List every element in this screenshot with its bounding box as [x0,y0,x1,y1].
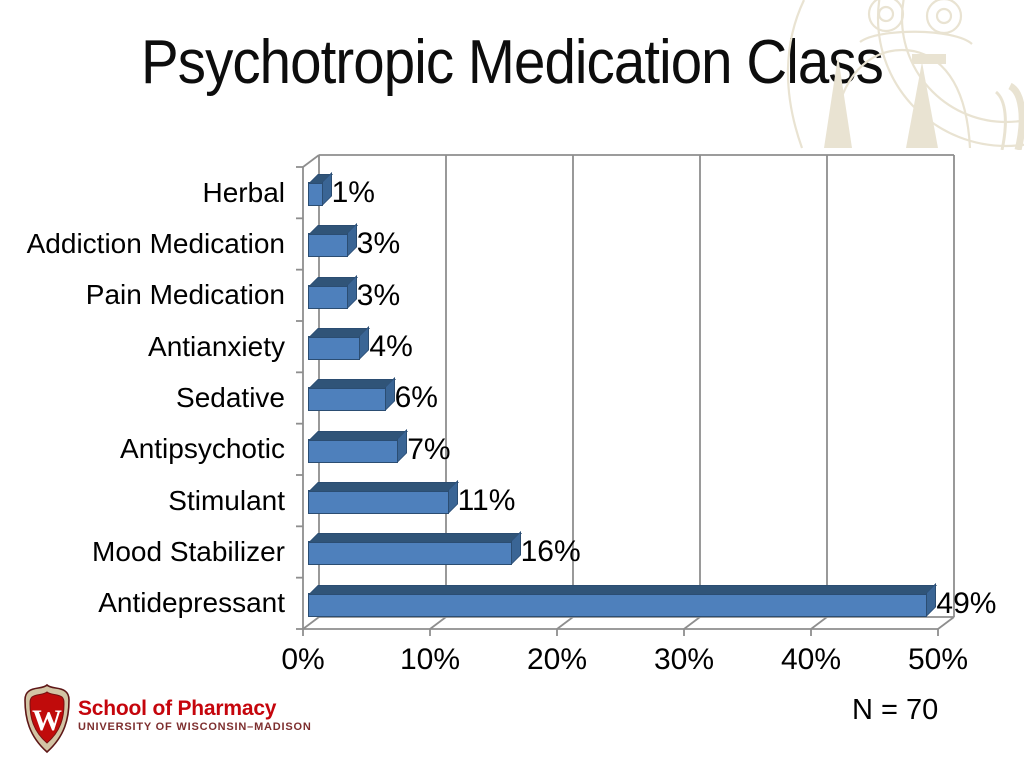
bar [308,336,361,360]
category-label: Antidepressant [98,587,285,619]
logo-university-name: UNIVERSITY OF WISCONSIN–MADISON [78,721,312,733]
logo-school-name: School of Pharmacy [78,697,277,720]
bar [308,233,348,258]
bar [308,592,928,617]
x-axis-tick-label: 20% [526,643,588,676]
school-of-pharmacy-logo: W School of Pharmacy UNIVERSITY OF WISCO… [24,684,312,754]
bar [308,490,449,514]
value-label: 4% [369,330,413,363]
crest-letter: W [32,704,62,737]
sample-size-note: N = 70 [852,694,939,726]
uw-crest-icon: W [24,684,70,754]
value-label: 3% [356,278,401,312]
value-label: 11% [457,484,516,517]
bar [308,387,386,412]
x-axis-tick-label: 10% [399,643,461,676]
logo-text: School of Pharmacy UNIVERSITY OF WISCONS… [78,684,312,734]
value-label: 6% [394,381,438,415]
bar [308,541,512,566]
value-label: 49% [936,586,997,620]
bar [308,438,399,463]
x-axis-tick-label: 50% [907,643,969,676]
value-label: 1% [331,176,375,209]
bar [308,284,348,309]
category-label: Addiction Medication [26,228,285,259]
category-label: Mood Stabilizer [92,536,285,567]
category-label: Antianxiety [148,330,285,362]
value-label: 16% [520,535,581,569]
value-label: 7% [407,432,451,466]
x-axis-tick-label: 0% [281,643,325,676]
category-label: Stimulant [168,484,285,516]
x-axis-tick-label: 40% [780,643,842,676]
slide-title: Psychotropic Medication Class [141,28,884,97]
category-label: Herbal [202,176,285,208]
x-axis-tick-label: 30% [653,643,715,676]
value-label: 3% [356,227,401,261]
bar [308,182,323,206]
category-label: Sedative [176,382,285,413]
category-label: Antipsychotic [120,433,285,465]
category-label: Pain Medication [85,279,285,311]
